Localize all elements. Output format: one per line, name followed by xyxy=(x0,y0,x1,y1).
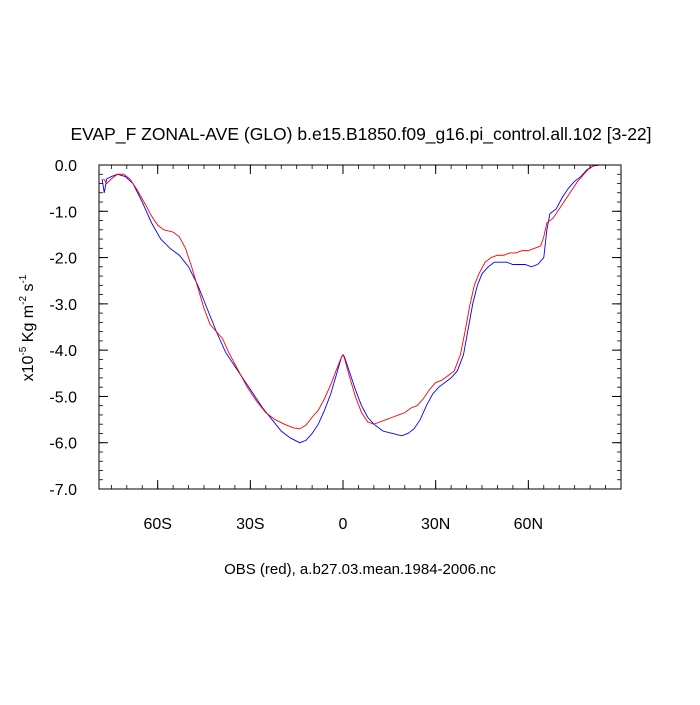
y-tick-label: -6.0 xyxy=(49,436,77,453)
series-line-blue xyxy=(101,165,606,444)
y-axis-label: x10-5 Kg m-2 s-1 xyxy=(18,274,37,381)
y-tick-label: -2.0 xyxy=(49,251,77,268)
chart-title: EVAP_F ZONAL-AVE (GLO) b.e15.B1850.f09_g… xyxy=(70,124,651,145)
x-tick-label: 30N xyxy=(421,516,450,533)
x-tick-label: 30S xyxy=(236,516,264,533)
x-axis-label: OBS (red), a.b27.03.mean.1984-2006.nc xyxy=(224,561,496,578)
plot-area: 0.0 -1.0 -2.0 -3.0 -4.0 -5.0 -6.0 -7.0 60S 30S 0 30… xyxy=(49,158,622,533)
ylabel-prefix: x10 xyxy=(20,355,37,381)
y-tick-label: 0.0 xyxy=(55,158,77,175)
ylabel-exp3: -1 xyxy=(18,274,29,283)
ylabel-unit2: s xyxy=(20,284,37,296)
ylabel-exp2: -2 xyxy=(18,296,29,305)
y-tick-label: -7.0 xyxy=(49,482,77,499)
x-tick-label: 60N xyxy=(514,516,543,533)
ylabel-unit1: Kg m xyxy=(20,305,37,347)
y-tick-label: -1.0 xyxy=(49,204,77,221)
y-axis-label-text: x10-5 Kg m-2 s-1 xyxy=(18,274,37,381)
x-tick-label: 0 xyxy=(339,516,348,533)
plot-frame xyxy=(98,164,622,490)
ylabel-exp: -5 xyxy=(18,346,29,355)
y-tick-label: -5.0 xyxy=(49,389,77,406)
x-tick-label: 60S xyxy=(143,516,171,533)
series-line-red xyxy=(103,165,606,430)
y-tick-label: -4.0 xyxy=(49,343,77,360)
y-tick-label: -3.0 xyxy=(49,297,77,314)
